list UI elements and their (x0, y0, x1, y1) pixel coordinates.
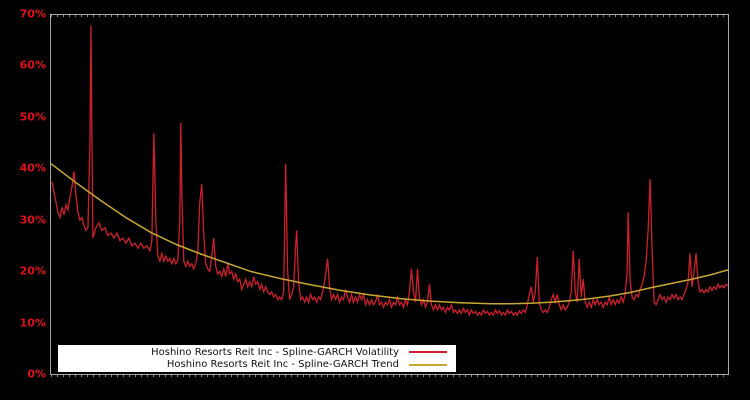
legend-volatility-line-swatch (409, 351, 447, 354)
chart-svg (51, 25, 728, 317)
trend-line-series (51, 163, 728, 305)
y-axis-tick-label: 40% (19, 161, 46, 175)
y-axis-tick-label: 10% (19, 316, 46, 330)
x-axis-minor-ticks-bottom (51, 375, 728, 377)
legend: Hoshino Resorts Reit Inc - Spline-GARCH … (58, 345, 456, 372)
y-axis-tick-label: 30% (19, 213, 46, 227)
x-axis-minor-ticks-top (51, 15, 728, 17)
y-axis-tick-label: 50% (19, 110, 46, 124)
volatility-line-series (51, 25, 728, 317)
y-axis-tick-label: 20% (19, 264, 46, 278)
plot-area (50, 14, 729, 377)
y-axis-tick-label: 70% (19, 7, 46, 21)
y-axis: 0% 10% 20% 30% 40% 50% 60% 70% (0, 0, 46, 400)
legend-label-volatility: Hoshino Resorts Reit Inc - Spline-GARCH … (151, 346, 399, 358)
y-axis-tick-label: 0% (27, 367, 46, 381)
legend-label-trend: Hoshino Resorts Reit Inc - Spline-GARCH … (166, 359, 399, 371)
legend-entry-trend: Hoshino Resorts Reit Inc - Spline-GARCH … (58, 359, 456, 370)
legend-trend-line-swatch (409, 363, 447, 366)
legend-entry-volatility: Hoshino Resorts Reit Inc - Spline-GARCH … (58, 347, 456, 358)
y-axis-tick-label: 60% (19, 58, 46, 72)
